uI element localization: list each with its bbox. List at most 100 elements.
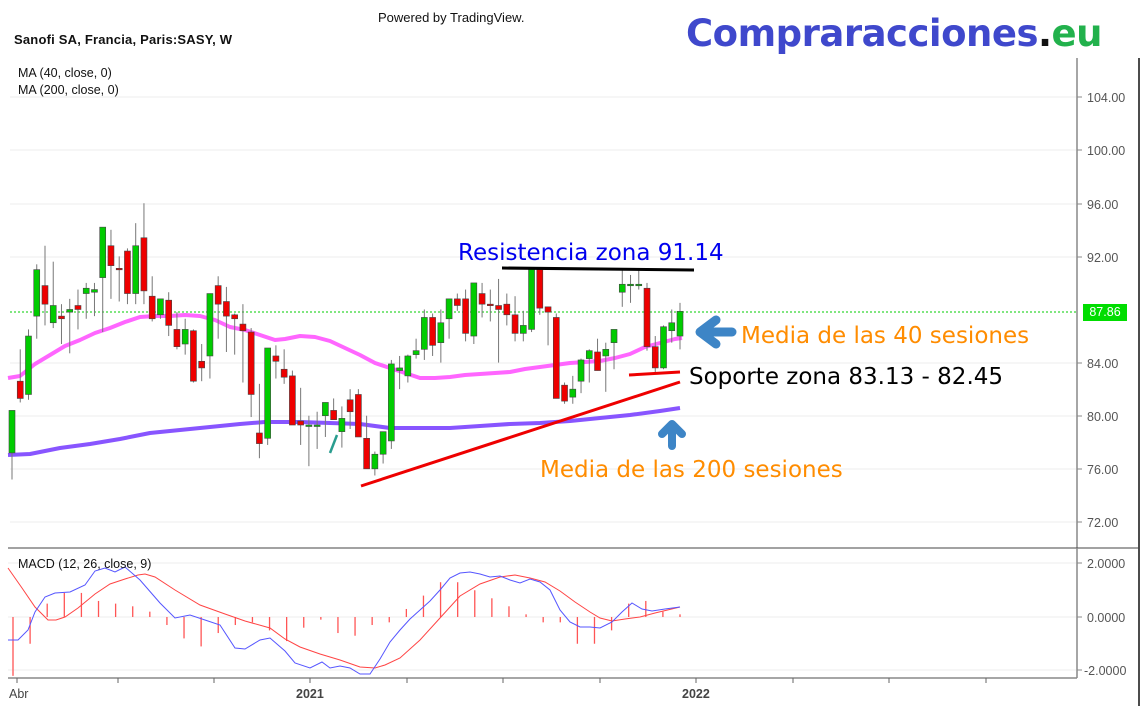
candle: [643, 287, 651, 347]
ma40-line: [7, 313, 683, 380]
candle: [66, 309, 74, 313]
svg-text:100.00: 100.00: [1087, 144, 1125, 158]
candle: [437, 322, 445, 343]
ma40-annotation: Media de las 40 sesiones: [741, 323, 1029, 349]
candle: [25, 335, 32, 395]
candle: [91, 289, 98, 293]
arrow-left-icon: [695, 315, 737, 349]
candle: [627, 283, 634, 287]
brand-dot: .: [1037, 12, 1052, 55]
candle: [313, 424, 321, 427]
candle: [148, 295, 156, 320]
candle: [470, 282, 478, 337]
candle: [503, 303, 511, 316]
candle: [297, 420, 304, 426]
candle: [239, 323, 247, 332]
macd-legend[interactable]: MACD (12, 26, close, 9): [18, 557, 152, 571]
candle: [346, 399, 354, 413]
svg-text:84.00: 84.00: [1087, 357, 1118, 371]
candle: [247, 331, 255, 395]
candle: [280, 368, 288, 378]
brand-logo: Compraracciones.eu: [686, 12, 1102, 55]
svg-text:2.0000: 2.0000: [1087, 557, 1125, 571]
candle: [8, 410, 16, 454]
ma200-legend[interactable]: MA (200, close, 0): [18, 83, 119, 97]
powered-by-text[interactable]: Powered by TradingView.: [378, 10, 525, 25]
svg-text:104.00: 104.00: [1087, 91, 1125, 105]
candle: [157, 298, 164, 316]
candle: [198, 360, 205, 369]
macd-gridlines: [8, 562, 1076, 671]
candle: [115, 268, 123, 271]
svg-text:-2.0000: -2.0000: [1084, 664, 1126, 678]
candle: [635, 283, 643, 287]
candle: [231, 314, 238, 320]
macd-axis-labels: 2.0000 0.0000 -2.0000: [1084, 557, 1126, 678]
candle: [388, 363, 395, 442]
candle: [206, 293, 214, 357]
resistance-label: Resistencia zona 91.14: [458, 240, 724, 266]
candle: [214, 285, 222, 305]
candlesticks: [8, 203, 684, 480]
candle: [322, 402, 329, 417]
brand-main: Compraracciones: [686, 12, 1038, 55]
candle: [379, 431, 387, 455]
svg-text:76.00: 76.00: [1087, 463, 1118, 477]
candle: [487, 303, 494, 306]
candle: [363, 437, 370, 470]
candle: [602, 349, 610, 357]
candle: [569, 388, 577, 398]
ma200-annotation: Media de las 200 sesiones: [540, 457, 843, 483]
candle: [190, 330, 197, 382]
candle: [132, 245, 140, 294]
candle: [660, 326, 667, 369]
candle: [577, 359, 585, 382]
price-gridlines: [10, 96, 1076, 523]
candle: [618, 283, 626, 293]
candle: [371, 453, 379, 470]
support-line-short[interactable]: [628, 370, 681, 377]
candle: [511, 314, 519, 334]
candle: [404, 355, 412, 377]
candle: [82, 287, 90, 294]
arrow-up-icon: [658, 420, 686, 450]
ma40-legend[interactable]: MA (40, close, 0): [18, 66, 112, 80]
candle: [651, 346, 659, 369]
candle: [495, 305, 502, 310]
candle: [41, 285, 49, 305]
svg-text:0.0000: 0.0000: [1087, 611, 1125, 625]
candle: [462, 298, 469, 334]
time-label-abr: Abr: [9, 687, 28, 701]
candle: [49, 305, 57, 324]
candle: [272, 355, 280, 362]
candle: [412, 350, 420, 355]
macd-signal-line: [7, 567, 681, 669]
candle: [173, 329, 181, 347]
candle: [454, 298, 461, 306]
candle: [668, 322, 676, 332]
macd-axis-ticks: [1077, 562, 1082, 671]
chart-title: Sanofi SA, Francia, Paris:SASY, W: [14, 32, 233, 47]
candle: [74, 305, 82, 310]
candle: [536, 268, 544, 309]
candle: [355, 394, 362, 438]
candle: [561, 384, 568, 402]
svg-text:92.00: 92.00: [1087, 251, 1118, 265]
candle: [478, 293, 486, 305]
svg-text:80.00: 80.00: [1087, 410, 1118, 424]
candle: [33, 269, 41, 317]
time-label-2022: 2022: [682, 687, 710, 701]
candle: [58, 315, 65, 320]
candle: [99, 226, 107, 278]
candle: [124, 250, 131, 294]
support-label: Soporte zona 83.13 - 82.45: [689, 364, 1003, 390]
candle: [330, 410, 337, 421]
time-axis-ticks: [16, 678, 987, 683]
resistance-line[interactable]: [501, 266, 695, 272]
candle: [676, 311, 684, 337]
candle: [289, 375, 296, 426]
svg-text:72.00: 72.00: [1087, 516, 1118, 530]
trendline-rising[interactable]: [360, 380, 681, 488]
candle: [445, 298, 453, 320]
